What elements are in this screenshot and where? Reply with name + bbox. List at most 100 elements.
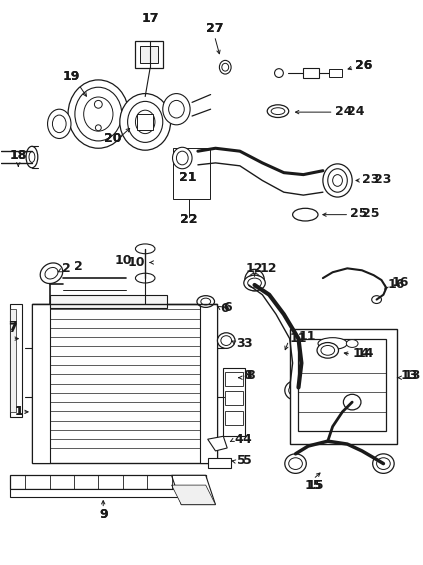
Ellipse shape <box>52 115 66 133</box>
Text: 13: 13 <box>401 370 418 383</box>
Text: 14: 14 <box>356 347 374 360</box>
Text: 26: 26 <box>355 59 373 72</box>
Bar <box>135 41 163 68</box>
Ellipse shape <box>29 151 35 162</box>
Ellipse shape <box>317 342 338 358</box>
Text: 9: 9 <box>99 508 107 521</box>
Ellipse shape <box>120 94 170 150</box>
Bar <box>200 305 217 463</box>
Polygon shape <box>172 475 215 505</box>
Bar <box>173 148 210 199</box>
Ellipse shape <box>135 244 155 254</box>
Bar <box>223 368 245 436</box>
Ellipse shape <box>267 105 289 118</box>
Text: 14: 14 <box>352 347 370 360</box>
Text: 15: 15 <box>306 479 324 492</box>
Ellipse shape <box>373 454 394 473</box>
Bar <box>299 338 386 432</box>
Polygon shape <box>172 485 215 505</box>
Text: 21: 21 <box>179 171 197 184</box>
Text: 20: 20 <box>104 132 122 145</box>
Ellipse shape <box>128 101 163 142</box>
Ellipse shape <box>289 458 302 470</box>
Text: 26: 26 <box>355 59 373 72</box>
Text: 4: 4 <box>234 433 243 446</box>
Text: 24: 24 <box>335 105 352 118</box>
Text: 25: 25 <box>362 207 379 220</box>
Ellipse shape <box>201 298 211 305</box>
Ellipse shape <box>372 295 382 303</box>
Polygon shape <box>11 310 16 412</box>
Bar <box>32 305 217 463</box>
Text: 27: 27 <box>206 21 223 34</box>
Ellipse shape <box>249 273 261 287</box>
Ellipse shape <box>135 273 155 283</box>
Text: 10: 10 <box>115 254 132 267</box>
Ellipse shape <box>173 147 192 169</box>
Text: 23: 23 <box>374 173 391 186</box>
Text: 20: 20 <box>104 132 122 145</box>
Bar <box>140 46 158 63</box>
Ellipse shape <box>197 295 214 307</box>
Ellipse shape <box>68 80 129 148</box>
Bar <box>11 489 206 497</box>
Text: 21: 21 <box>179 171 197 184</box>
Ellipse shape <box>346 340 358 347</box>
Text: 17: 17 <box>141 12 159 25</box>
Bar <box>11 475 206 489</box>
Bar <box>225 392 243 405</box>
Text: 7: 7 <box>8 320 17 333</box>
Text: 6: 6 <box>223 301 232 314</box>
Ellipse shape <box>222 63 229 71</box>
Text: 18: 18 <box>10 149 27 162</box>
Text: 18: 18 <box>10 149 27 162</box>
Ellipse shape <box>96 125 101 131</box>
Text: 7: 7 <box>8 323 17 336</box>
Bar <box>32 305 49 463</box>
Ellipse shape <box>244 275 265 291</box>
Text: 5: 5 <box>243 454 252 467</box>
Text: 2: 2 <box>74 260 82 273</box>
Text: 13: 13 <box>404 370 421 383</box>
Text: 4: 4 <box>243 433 252 446</box>
Ellipse shape <box>323 164 352 197</box>
Ellipse shape <box>321 345 335 355</box>
Ellipse shape <box>221 336 232 345</box>
Bar <box>303 68 319 78</box>
Ellipse shape <box>328 169 347 192</box>
Bar <box>137 114 153 130</box>
Ellipse shape <box>169 101 184 118</box>
Ellipse shape <box>285 454 306 473</box>
Ellipse shape <box>220 60 231 74</box>
Text: 3: 3 <box>243 337 251 350</box>
Ellipse shape <box>245 270 264 291</box>
Text: 27: 27 <box>206 21 223 34</box>
Bar <box>208 458 231 467</box>
Text: 11: 11 <box>290 332 307 345</box>
Text: 11: 11 <box>299 330 316 343</box>
Text: 17: 17 <box>141 12 159 25</box>
Text: 8: 8 <box>247 370 255 383</box>
Ellipse shape <box>271 108 285 115</box>
Polygon shape <box>11 305 22 417</box>
Text: 2: 2 <box>62 262 71 275</box>
Text: 16: 16 <box>387 279 405 292</box>
Text: 8: 8 <box>243 370 251 383</box>
Text: 12: 12 <box>246 262 263 275</box>
Ellipse shape <box>26 146 38 168</box>
Ellipse shape <box>163 94 190 125</box>
Ellipse shape <box>343 394 361 410</box>
Text: 25: 25 <box>350 207 368 220</box>
Ellipse shape <box>75 87 122 141</box>
Text: 1: 1 <box>14 405 23 418</box>
Text: 19: 19 <box>62 71 80 84</box>
Text: 12: 12 <box>259 262 277 275</box>
Text: 22: 22 <box>180 213 198 226</box>
Ellipse shape <box>285 381 306 400</box>
Text: 1: 1 <box>14 405 23 418</box>
Ellipse shape <box>176 151 188 165</box>
Text: 24: 24 <box>347 105 365 118</box>
Ellipse shape <box>248 278 261 288</box>
Ellipse shape <box>47 109 71 138</box>
Ellipse shape <box>94 101 102 108</box>
